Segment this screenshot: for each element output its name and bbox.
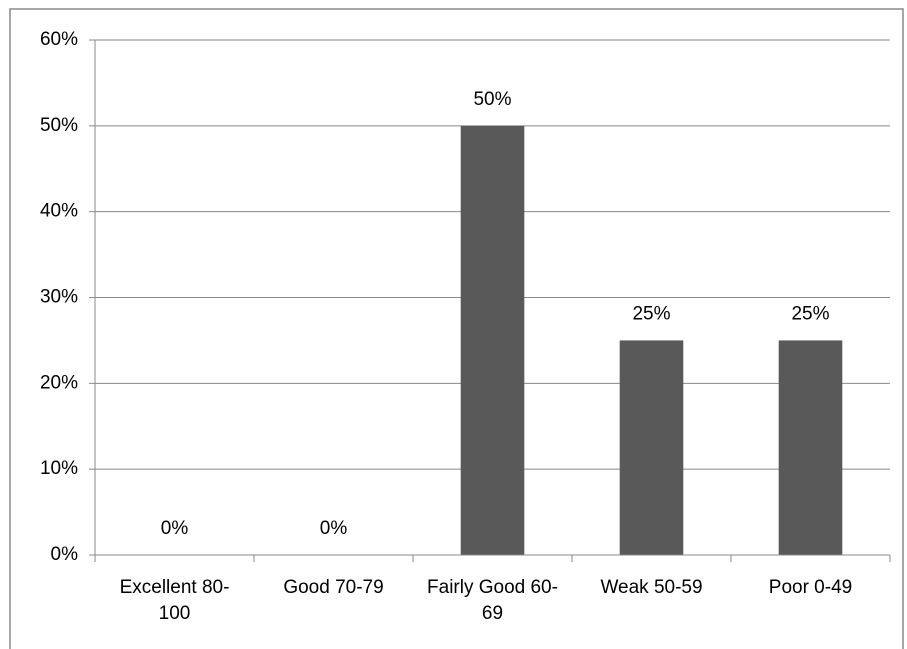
y-tick-label: 30% — [40, 287, 78, 308]
value-label: 0% — [161, 518, 189, 539]
y-tick-label: 0% — [51, 544, 79, 565]
bar — [619, 340, 684, 555]
value-label: 25% — [632, 303, 670, 324]
chart-border — [9, 8, 904, 649]
value-label: 0% — [320, 518, 348, 539]
value-label: 50% — [473, 89, 511, 110]
x-tick-label: Weak 50-59 — [600, 577, 703, 598]
y-tick-label: 10% — [40, 458, 78, 479]
x-tick-label: Fairly Good 60-69 — [427, 577, 558, 624]
y-tick-label: 40% — [40, 201, 78, 222]
y-tick-label: 50% — [40, 115, 78, 136]
bar — [778, 340, 843, 555]
value-label: 25% — [791, 303, 829, 324]
x-tick-label: Good 70-79 — [283, 577, 384, 598]
y-tick-label: 60% — [40, 29, 78, 50]
x-tick-label: Excellent 80-100 — [119, 577, 230, 624]
y-tick-label: 20% — [40, 372, 78, 393]
bar — [460, 125, 525, 555]
x-tick-label: Poor 0-49 — [768, 577, 853, 598]
